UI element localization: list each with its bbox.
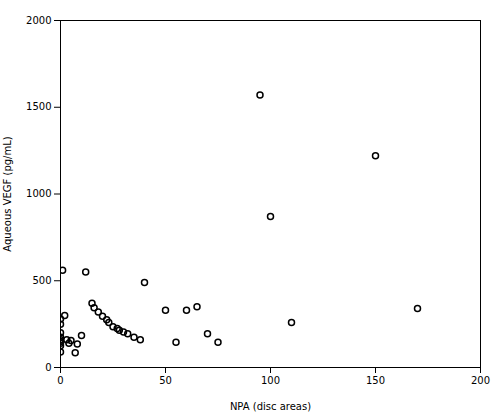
svg-text:500: 500 bbox=[32, 275, 51, 286]
svg-text:1500: 1500 bbox=[26, 101, 51, 112]
svg-text:100: 100 bbox=[261, 375, 280, 386]
svg-text:0: 0 bbox=[45, 362, 51, 373]
svg-text:NPA (disc areas): NPA (disc areas) bbox=[230, 401, 311, 412]
svg-text:1000: 1000 bbox=[26, 188, 51, 199]
svg-text:150: 150 bbox=[366, 375, 385, 386]
svg-text:50: 50 bbox=[159, 375, 172, 386]
svg-text:0: 0 bbox=[57, 375, 63, 386]
svg-text:Aqueous VEGF (pg/mL): Aqueous VEGF (pg/mL) bbox=[2, 136, 13, 251]
svg-text:200: 200 bbox=[471, 375, 490, 386]
svg-text:2000: 2000 bbox=[26, 15, 51, 26]
